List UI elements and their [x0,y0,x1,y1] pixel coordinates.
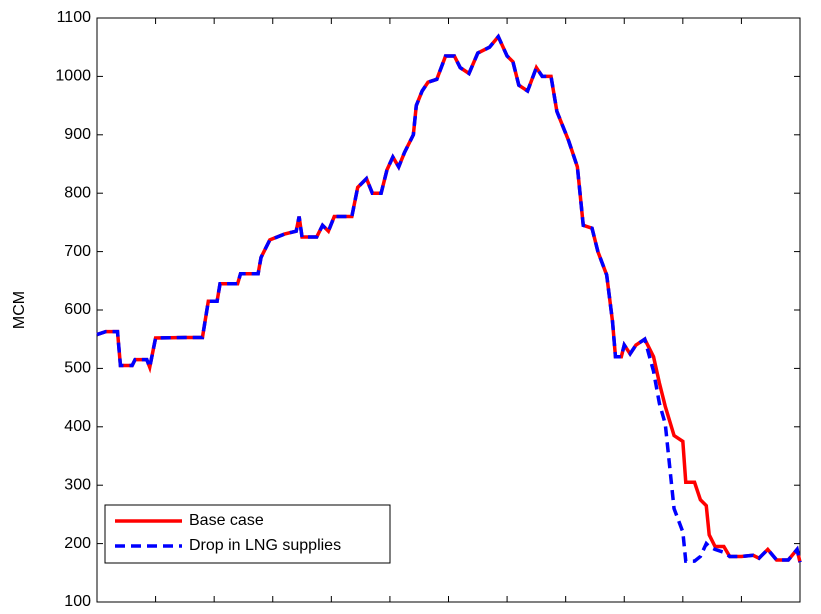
y-tick-label: 200 [64,535,91,552]
legend-box [104,504,391,564]
y-tick-label: 300 [64,476,91,493]
y-tick-label: 900 [64,126,91,143]
legend-label: Base case [189,512,264,529]
y-tick-label: 600 [64,301,91,318]
y-tick-label: 800 [64,184,91,201]
y-tick-label: 500 [64,360,91,377]
y-axis-label: MCM [11,291,28,329]
series-line [96,33,802,563]
y-tick-label: 1000 [55,68,91,85]
y-tick-label: 100 [64,593,91,609]
legend-label: Drop in LNG supplies [189,537,341,554]
y-tick-label: 400 [64,418,91,435]
y-tick-label: 1100 [57,9,92,26]
y-tick-label: 700 [64,243,91,260]
